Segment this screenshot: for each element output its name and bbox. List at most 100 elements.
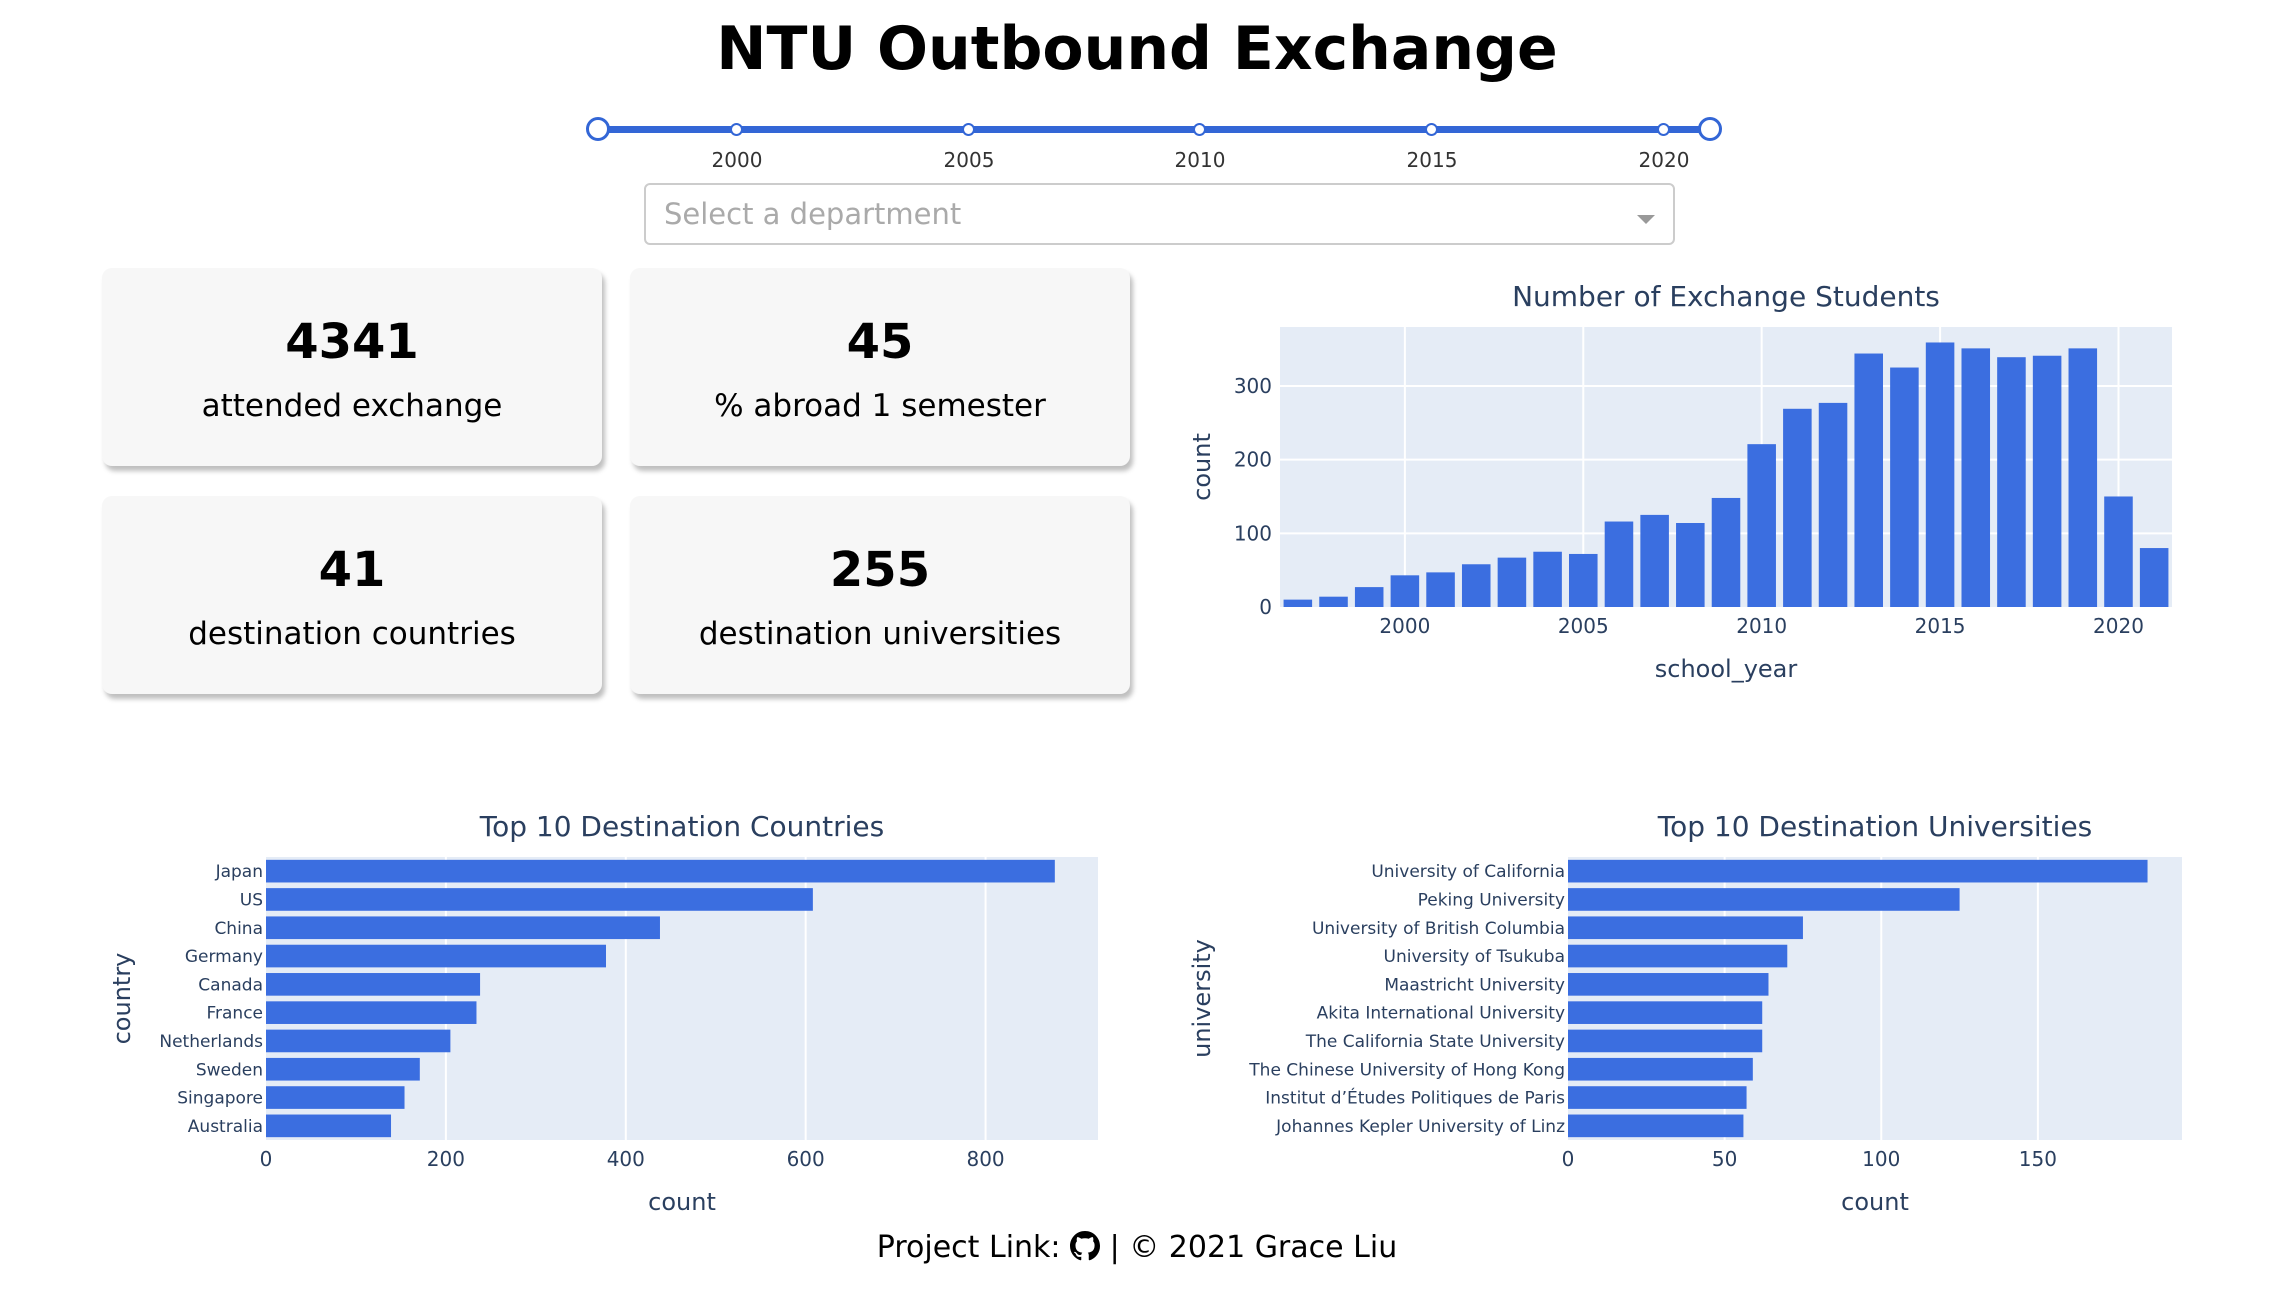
- bar: [266, 1086, 405, 1109]
- chart-title: Top 10 Destination Universities: [1657, 810, 2093, 843]
- x-tick-label: 400: [607, 1147, 645, 1171]
- x-tick-label: 200: [427, 1147, 465, 1171]
- bar: [1676, 523, 1705, 607]
- stat-label: destination universities: [698, 616, 1062, 652]
- bar: [1640, 514, 1669, 607]
- bar: [266, 1114, 392, 1138]
- slider-tick-label: 2010: [1174, 148, 1226, 172]
- dropdown-placeholder: Select a department: [664, 197, 962, 231]
- bar: [1390, 575, 1420, 607]
- chart-top-universities-svg: Top 10 Destination Universities 0 50 100 150…: [1188, 810, 2182, 1216]
- y-tick-label: Maastricht University: [1384, 975, 1565, 995]
- bar: [1568, 944, 1788, 968]
- stat-label: % abroad 1 semester: [714, 388, 1046, 424]
- y-tick-label: Institut d’Études Politiques de Paris: [1265, 1087, 1565, 1109]
- bar: [1569, 553, 1598, 607]
- chart-top-universities: Top 10 Destination Universities 0 50 100 150…: [1170, 800, 2200, 1230]
- y-tick-label: France: [206, 1004, 263, 1024]
- stat-card-one-semester: 45 % abroad 1 semester: [630, 268, 1130, 466]
- slider-handle-start[interactable]: [586, 117, 610, 141]
- slider-mark-2010[interactable]: [1193, 123, 1206, 136]
- bar: [1568, 1086, 1747, 1109]
- slider-track[interactable]: [596, 126, 1714, 133]
- y-tick-label: Canada: [198, 975, 263, 995]
- stat-value: 255: [829, 542, 931, 598]
- bar: [266, 888, 813, 911]
- slider-tick-label: 2015: [1406, 148, 1458, 172]
- y-axis-title: country: [108, 953, 136, 1045]
- bar: [2032, 355, 2062, 607]
- bar: [1854, 353, 1883, 607]
- y-tick-label: Australia: [188, 1117, 263, 1137]
- slider-mark-2000[interactable]: [730, 123, 743, 136]
- bar: [1319, 596, 1348, 607]
- bar: [266, 1001, 477, 1024]
- bar: [1568, 916, 1803, 940]
- x-tick-label: 2020: [2093, 614, 2144, 638]
- bar: [1747, 444, 1776, 607]
- x-tick-label: 50: [1712, 1147, 1737, 1171]
- bar: [266, 944, 606, 968]
- y-tick-label: US: [240, 890, 263, 910]
- stat-card-countries: 41 destination countries: [102, 496, 602, 694]
- bar: [266, 859, 1055, 883]
- x-tick-label: 100: [1862, 1147, 1900, 1171]
- chart-top-countries-svg: Top 10 Destination Countries 0 200 400 600 80…: [108, 810, 1098, 1216]
- chart-top-countries: Top 10 Destination Countries 0 200 400 600 80…: [90, 800, 1120, 1230]
- chart-exchange-students: Number of Exchange Students 0 100 200 300 200…: [1170, 270, 2200, 700]
- stat-card-attended: 4341 attended exchange: [102, 268, 602, 466]
- slider-mark-2005[interactable]: [962, 123, 975, 136]
- chart-title: Top 10 Destination Countries: [479, 810, 885, 843]
- x-tick-label: 800: [966, 1147, 1004, 1171]
- year-range-slider[interactable]: 2000 2005 2010 2015 2020: [586, 116, 1726, 176]
- slider-tick-label: 2020: [1638, 148, 1690, 172]
- bar: [2139, 548, 2169, 607]
- slider-handle-end[interactable]: [1698, 117, 1722, 141]
- chart-title: Number of Exchange Students: [1512, 280, 1940, 313]
- x-axis-title: count: [648, 1188, 716, 1216]
- y-tick-label: The Chinese University of Hong Kong: [1248, 1060, 1565, 1080]
- department-dropdown[interactable]: Select a department: [644, 183, 1675, 245]
- y-tick-label: University of California: [1371, 862, 1565, 882]
- bar: [1568, 973, 1769, 996]
- chevron-down-icon[interactable]: [1637, 215, 1655, 224]
- bar: [1925, 342, 1955, 607]
- bar: [266, 973, 481, 996]
- x-tick-label: 0: [260, 1147, 273, 1171]
- x-tick-label: 0: [1562, 1147, 1575, 1171]
- bar: [1818, 402, 1848, 607]
- bar: [266, 916, 660, 940]
- x-tick-label: 2000: [1379, 614, 1430, 638]
- stat-value: 45: [846, 314, 914, 370]
- y-tick-label: China: [214, 919, 263, 939]
- bar: [2068, 348, 2098, 607]
- y-axis-title: count: [1188, 433, 1216, 501]
- y-tick-label: The California State University: [1305, 1032, 1565, 1052]
- x-tick-label: 2010: [1736, 614, 1787, 638]
- y-tick-label: Akita International University: [1317, 1004, 1565, 1024]
- slider-mark-2020[interactable]: [1657, 123, 1670, 136]
- bar: [1961, 348, 1991, 607]
- x-tick-label: 600: [787, 1147, 825, 1171]
- bar: [1354, 587, 1384, 607]
- x-axis-title: school_year: [1655, 655, 1798, 683]
- bar: [1568, 859, 2148, 883]
- chart-exchange-students-svg: Number of Exchange Students 0 100 200 300 200…: [1188, 280, 2172, 683]
- y-tick-label: 300: [1234, 374, 1272, 398]
- bar: [1568, 1114, 1744, 1138]
- page-title: NTU Outbound Exchange: [716, 14, 1558, 84]
- y-axis-title: university: [1188, 939, 1216, 1058]
- stat-label: destination countries: [188, 616, 516, 652]
- bar: [1497, 557, 1527, 607]
- slider-mark-2015[interactable]: [1425, 123, 1438, 136]
- y-tick-label: University of Tsukuba: [1384, 947, 1565, 967]
- x-tick-label: 2015: [1915, 614, 1966, 638]
- bar: [1461, 564, 1491, 607]
- bar: [1568, 888, 1960, 911]
- stat-card-universities: 255 destination universities: [630, 496, 1130, 694]
- x-tick-label: 2005: [1558, 614, 1609, 638]
- bar: [266, 1029, 451, 1053]
- footer: Project Link: | © 2021 Grace Liu: [0, 1230, 2274, 1265]
- github-icon[interactable]: [1070, 1231, 1101, 1261]
- y-tick-label: 200: [1234, 448, 1272, 472]
